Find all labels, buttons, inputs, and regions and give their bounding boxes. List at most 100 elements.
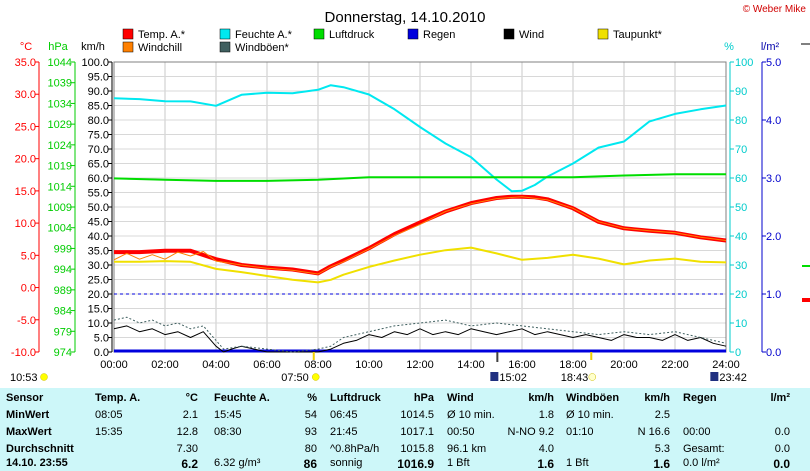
- axes: 00:00 02:00 04:00 06:00 08:00 10:00 12:00 14:00…: [11, 41, 810, 371]
- rain-tick-label: 3.0: [766, 173, 781, 185]
- statistics-panel: Sensor Temp. A. °C Feuchte A.% Luftdruck hPa W…: [0, 388, 810, 471]
- humidity-tick-label: 60: [735, 173, 747, 185]
- wind-tick-label: 65.0: [88, 159, 109, 171]
- humidity-tick-label: 80: [735, 115, 747, 127]
- table-cell: 15:45: [214, 409, 242, 421]
- wind-tick-label: 40.0: [88, 231, 109, 243]
- x-tick-label: 16:00: [508, 359, 536, 371]
- table-cell: 1015.8: [400, 443, 434, 455]
- temp-tick-label: 20.0: [15, 154, 36, 166]
- pressure-tick-label: 999: [54, 243, 72, 255]
- table-cell: Durchschnitt: [6, 443, 74, 455]
- table-cell: 1016.9: [397, 457, 434, 471]
- legend-swatch: [219, 41, 231, 53]
- wind-tick-label: 75.0: [88, 130, 109, 142]
- legend-label: Luftdruck: [329, 29, 375, 41]
- left-time-label: 10:53: [10, 372, 38, 384]
- rain-tick-label: 2.0: [766, 231, 781, 243]
- table-cell: 1 Bft: [447, 457, 470, 469]
- table-cell: 93: [304, 426, 317, 438]
- wind-tick-label: 0.0: [94, 347, 109, 359]
- table-cell: 14.10. 23:55: [6, 457, 68, 469]
- legend-swatch: [597, 28, 609, 40]
- series-line-wind: [113, 325, 727, 353]
- weather-chart: 00:00 02:00 04:00 06:00 08:00 10:00 12:00 14:00…: [10, 4, 810, 384]
- table-cell: 5.3: [654, 443, 670, 455]
- x-tick-label: 08:00: [304, 359, 332, 371]
- table-header-cell: Windböen: [566, 392, 620, 404]
- table-cell: MaxWert: [6, 426, 52, 438]
- table-cell: 21:45: [330, 426, 358, 438]
- credit-label: © Weber Mike: [743, 4, 807, 15]
- humidity-unit-label: %: [724, 41, 734, 53]
- pressure-tick-label: 1024: [48, 140, 72, 152]
- humidity-tick-label: 10: [735, 318, 747, 330]
- table-cell: N-NO 9.2: [507, 426, 554, 438]
- chart-title: Donnerstag, 14.10.2010: [325, 9, 486, 26]
- sunrise-label: 07:50: [281, 372, 309, 384]
- legend-label: Temp. A.*: [138, 29, 186, 41]
- moonset-label: 23:42: [719, 372, 747, 384]
- pressure-tick-label: 989: [54, 285, 72, 297]
- wind-tick-label: 95.0: [88, 72, 109, 84]
- table-cell: 1.6: [653, 457, 670, 471]
- legend: Temp. A.* Feuchte A.* Luftdruck Regen Wind Ta…: [122, 28, 663, 54]
- humidity-tick-label: 0: [735, 347, 741, 359]
- table-header-cell: km/h: [644, 392, 670, 404]
- table-header-cell: Luftdruck: [330, 392, 381, 404]
- legend-swatch: [313, 28, 325, 40]
- table-cell: 1017.1: [400, 426, 434, 438]
- wind-tick-label: 60.0: [88, 173, 109, 185]
- table-cell: MinWert: [6, 409, 50, 421]
- humidity-tick-label: 20: [735, 289, 747, 301]
- plot-frame: [113, 61, 727, 353]
- table-cell: 0.0: [774, 443, 790, 455]
- pressure-tick-label: 1009: [48, 202, 72, 214]
- legend-swatch: [122, 28, 134, 40]
- pressure-tick-label: 1014: [48, 181, 72, 193]
- rain-tick-label: 1.0: [766, 289, 781, 301]
- table-cell: 7.30: [176, 443, 198, 455]
- pressure-tick-label: 1039: [48, 78, 72, 90]
- pressure-tick-label: 1004: [48, 223, 72, 235]
- sunset-tick: [590, 352, 593, 360]
- wind-tick-label: 55.0: [88, 188, 109, 200]
- legend-label: Regen: [423, 29, 455, 41]
- series-lines: [113, 84, 727, 353]
- table-cell: 2.5: [654, 409, 670, 421]
- table-cell: Ø 10 min.: [566, 409, 614, 421]
- x-tick-label: 06:00: [253, 359, 281, 371]
- pressure-tick-label: 984: [54, 306, 72, 318]
- table-header-cell: Sensor: [6, 392, 44, 404]
- temp-tick-label: 30.0: [15, 89, 36, 101]
- x-tick-label: 20:00: [610, 359, 638, 371]
- legend-label: Wind: [519, 29, 544, 41]
- table-cell: 54: [304, 409, 317, 421]
- legend-label: Windchill: [138, 42, 182, 54]
- sunset-icon: [588, 373, 597, 381]
- wind-tick-label: 45.0: [88, 217, 109, 229]
- rain-tick-label: 0.0: [766, 347, 781, 359]
- rain-unit-label: l/m²: [761, 41, 780, 53]
- x-tick-label: 14:00: [457, 359, 485, 371]
- temp-tick-label: 15.0: [15, 186, 36, 198]
- table-cell: 08:30: [214, 426, 242, 438]
- legend-label: Windböen*: [235, 42, 290, 54]
- wind-tick-label: 80.0: [88, 115, 109, 127]
- table-cell: 80: [304, 443, 317, 455]
- table-cell: N 16.6: [637, 426, 670, 438]
- series-line-luftdruck: [113, 173, 726, 182]
- wind-tick-label: 35.0: [88, 246, 109, 258]
- time-markers: 10:53 07:50 18:43 15:02 23:42: [10, 352, 747, 384]
- temp-unit-label: °C: [20, 41, 32, 53]
- x-tick-label: 12:00: [406, 359, 434, 371]
- pressure-tick-label: 1034: [48, 98, 72, 110]
- table-header-cell: km/h: [528, 392, 554, 404]
- table-cell: 12.8: [176, 426, 198, 438]
- humidity-tick-label: 40: [735, 231, 747, 243]
- pressure-tick-label: 979: [54, 326, 72, 338]
- temp-tick-label: 10.0: [15, 218, 36, 230]
- table-header-cell: Temp. A.: [95, 392, 141, 404]
- sunset-label: 18:43: [561, 372, 589, 384]
- x-tick-label: 22:00: [661, 359, 689, 371]
